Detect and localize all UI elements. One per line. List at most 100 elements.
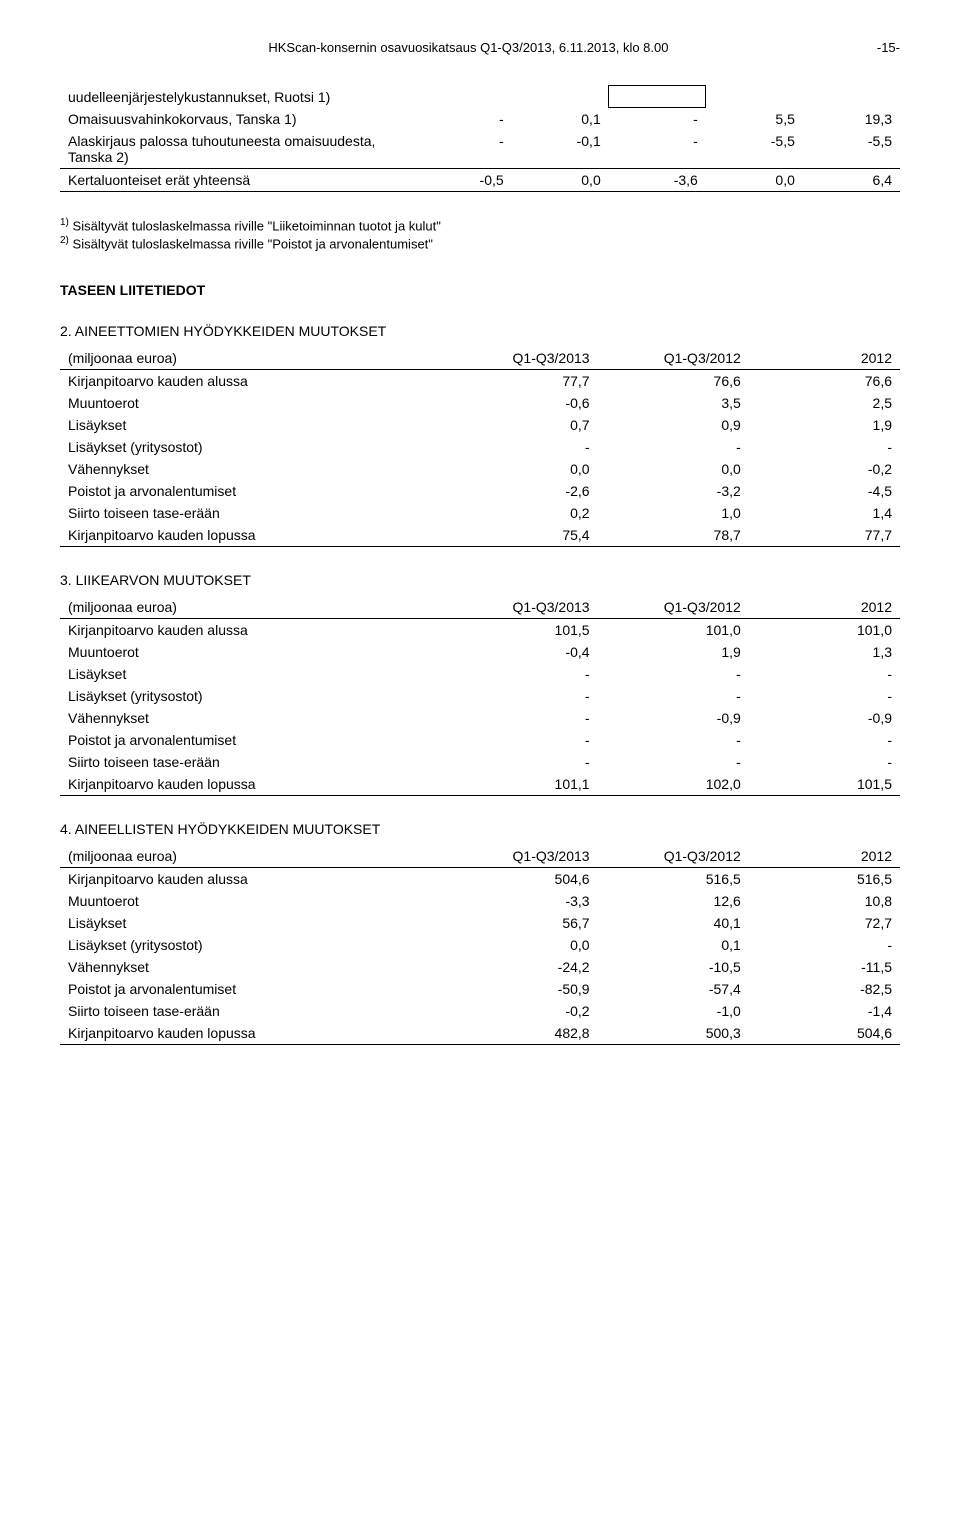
cell: - [749,934,900,956]
row-label: Vähennykset [60,956,446,978]
cell: 19,3 [803,108,900,131]
footnote-1: 1) Sisältyvät tuloslaskelmassa riville "… [60,217,900,233]
column-header: 2012 [749,347,900,370]
cell: 0,2 [446,502,597,524]
cell: -2,6 [446,480,597,502]
row-label: Lisäykset (yritysostot) [60,436,446,458]
cell: -50,9 [446,978,597,1000]
cell: 1,3 [749,641,900,663]
cell: 78,7 [598,524,749,547]
row-label: Muuntoerot [60,641,446,663]
cell: 72,7 [749,912,900,934]
cell: 77,7 [749,524,900,547]
cell: -3,2 [598,480,749,502]
cell: 0,0 [706,169,803,192]
cell: - [749,751,900,773]
column-header: Q1-Q3/2012 [598,596,749,619]
cell: -0,6 [446,392,597,414]
cell: - [415,130,512,169]
cell: -10,5 [598,956,749,978]
cell: - [598,436,749,458]
row-label: Poistot ja arvonalentumiset [60,729,446,751]
column-header: Q1-Q3/2013 [446,845,597,868]
page-header: HKScan-konsernin osavuosikatsaus Q1-Q3/2… [60,40,900,55]
header-page-num: -15- [877,40,900,55]
cell: 1,4 [749,502,900,524]
row-label: Kirjanpitoarvo kauden lopussa [60,773,446,796]
data-table: (miljoonaa euroa)Q1-Q3/2013Q1-Q3/2012201… [60,596,900,796]
cell: 12,6 [598,890,749,912]
cell: - [749,729,900,751]
cell: -5,5 [706,130,803,169]
cell: 516,5 [598,867,749,890]
cell: 76,6 [598,369,749,392]
top-table: uudelleenjärjestelykustannukset, Ruotsi … [60,85,900,192]
column-header: (miljoonaa euroa) [60,347,446,370]
cell: -0,9 [749,707,900,729]
cell: 1,9 [598,641,749,663]
cell: 504,6 [749,1022,900,1045]
row-label: Muuntoerot [60,392,446,414]
cell: - [749,436,900,458]
cell: 516,5 [749,867,900,890]
row-label: Kirjanpitoarvo kauden lopussa [60,1022,446,1045]
row-label: Lisäykset [60,663,446,685]
section-title: TASEEN LIITETIEDOT [60,282,900,298]
cell: 101,5 [749,773,900,796]
top-row-label: Omaisuusvahinkokorvaus, Tanska 1) [60,108,415,131]
data-table: (miljoonaa euroa)Q1-Q3/2013Q1-Q3/2012201… [60,347,900,547]
row-label: Kirjanpitoarvo kauden alussa [60,369,446,392]
row-label: Lisäykset (yritysostot) [60,685,446,707]
cell: -0,1 [512,130,609,169]
cell: -0,9 [598,707,749,729]
cell: 6,4 [803,169,900,192]
column-header: 2012 [749,596,900,619]
table-title: 2. AINEETTOMIEN HYÖDYKKEIDEN MUUTOKSET [60,323,900,339]
cell: 101,1 [446,773,597,796]
cell: 1,9 [749,414,900,436]
cell: - [609,108,706,131]
cell: -0,2 [749,458,900,480]
cell: -82,5 [749,978,900,1000]
cell: 102,0 [598,773,749,796]
cell: 101,5 [446,618,597,641]
cell: 0,0 [598,458,749,480]
cell: 76,6 [749,369,900,392]
cell: -1,4 [749,1000,900,1022]
cell: 2,5 [749,392,900,414]
cell: -5,5 [803,130,900,169]
column-header: Q1-Q3/2013 [446,347,597,370]
cell: 504,6 [446,867,597,890]
cell: 0,1 [598,934,749,956]
cell: 75,4 [446,524,597,547]
row-label: Vähennykset [60,458,446,480]
cell: -3,6 [609,169,706,192]
row-label: Vähennykset [60,707,446,729]
cell: -11,5 [749,956,900,978]
top-row-label: Kertaluonteiset erät yhteensä [60,169,415,192]
cell: - [749,685,900,707]
column-header: Q1-Q3/2012 [598,845,749,868]
cell: -0,5 [415,169,512,192]
row-label: Lisäykset (yritysostot) [60,934,446,956]
row-label: Kirjanpitoarvo kauden lopussa [60,524,446,547]
cell: -1,0 [598,1000,749,1022]
cell: 56,7 [446,912,597,934]
cell: 0,0 [512,169,609,192]
row-label: Lisäykset [60,414,446,436]
cell: - [598,729,749,751]
header-center: HKScan-konsernin osavuosikatsaus Q1-Q3/2… [268,40,668,55]
cell: 0,0 [446,458,597,480]
cell: 5,5 [706,108,803,131]
row-label: Muuntoerot [60,890,446,912]
cell: - [598,685,749,707]
cell: 101,0 [749,618,900,641]
row-label: Siirto toiseen tase-erään [60,751,446,773]
cell: -0,2 [446,1000,597,1022]
cell: 0,9 [598,414,749,436]
top-row-label: uudelleenjärjestelykustannukset, Ruotsi … [60,86,415,108]
cell: -57,4 [598,978,749,1000]
cell: -3,3 [446,890,597,912]
cell: -0,4 [446,641,597,663]
cell: - [609,130,706,169]
